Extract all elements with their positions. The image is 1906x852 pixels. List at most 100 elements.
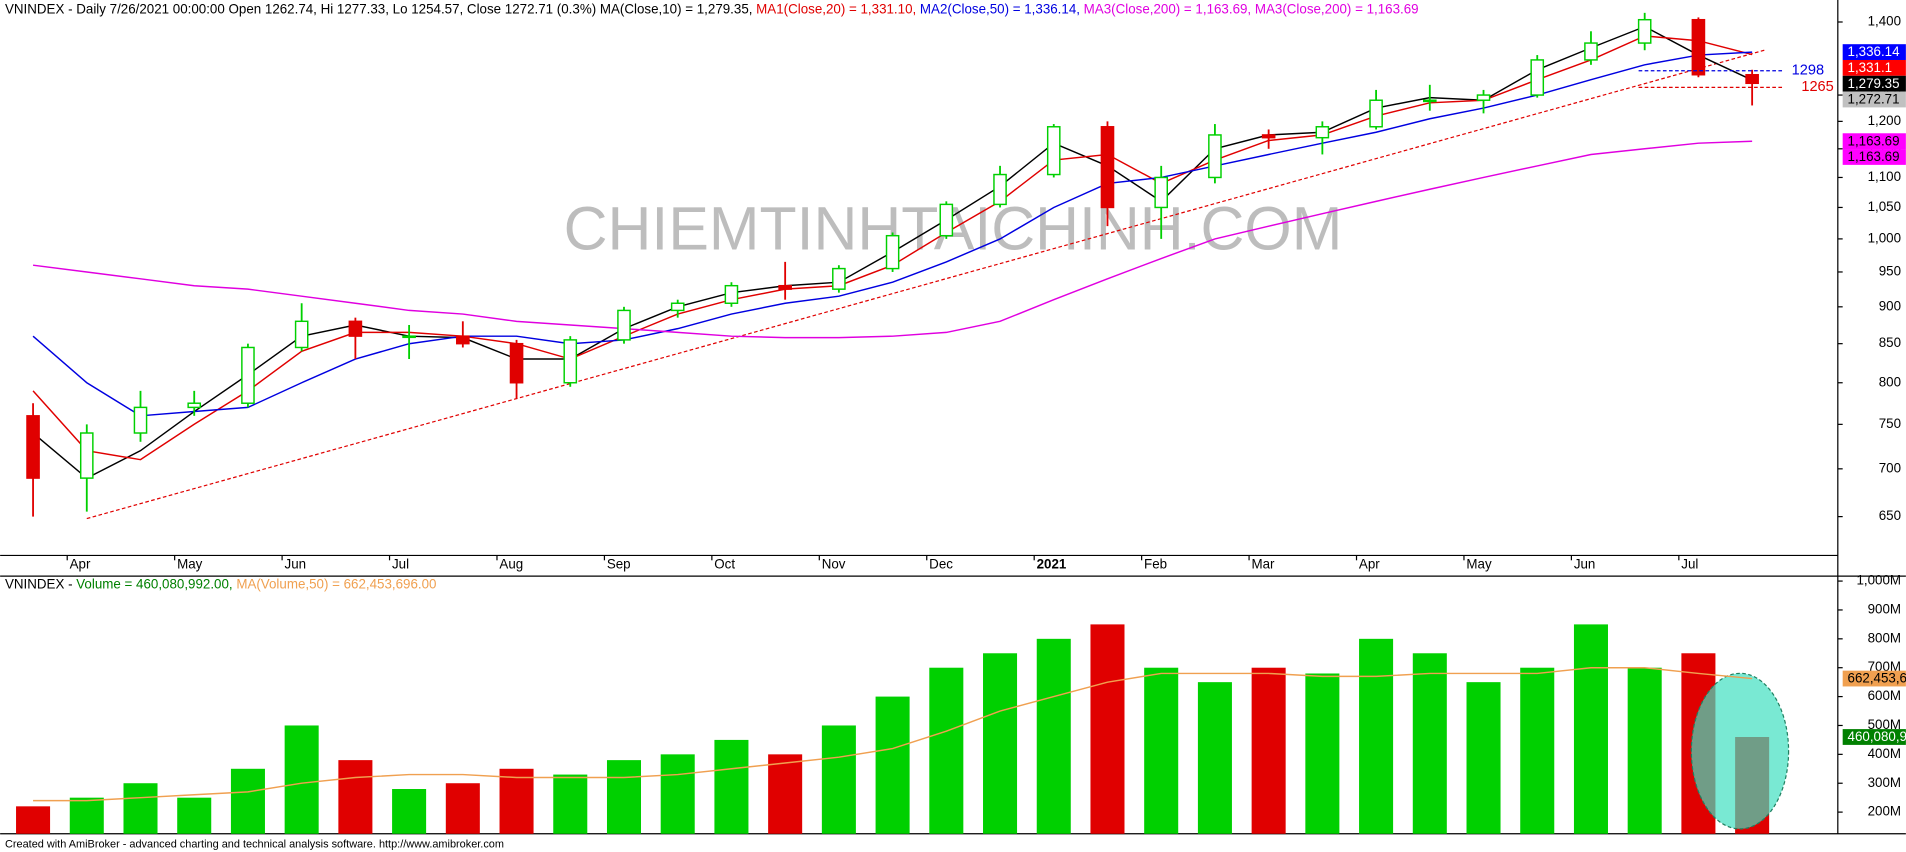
candle-body [241,346,255,404]
price-tag-label: 1,331.1 [1848,60,1893,75]
volume-bar [1144,667,1179,834]
candle-body [885,234,900,270]
title-part: Volume = 460,080,992.00, [76,576,236,591]
price-tag-label: 1,163.69 [1848,133,1900,148]
highlight [1690,672,1790,830]
y-tick-label: 1,000 [1868,230,1901,245]
volume-bar [553,774,588,834]
y-tick-label: 800M [1868,630,1901,645]
candle-body [294,320,309,349]
title-part: MA(Volume,50) = 662,453,696.00 [236,576,436,591]
y-tick-label: 700 [1879,460,1901,475]
candle-body [1315,126,1330,139]
y-tick-label: 700M [1868,659,1901,674]
ma-line [32,140,1753,339]
volume-bar [1627,667,1662,834]
candle-body [1046,126,1061,176]
y-tick-label: 1,400 [1868,14,1901,29]
volume-bar [16,806,51,834]
x-tick-label: Aug [499,557,523,572]
volume-bar [1466,682,1501,834]
volume-bar [606,760,642,834]
x-tick-label: Feb [1144,557,1167,572]
volume-bar [284,725,319,834]
volume-bar [714,739,749,834]
y-tick-label: 950 [1879,263,1901,278]
price-tag [1842,91,1906,108]
volume-bar [1090,624,1125,834]
y-tick-label: 500M [1868,717,1901,732]
candle-body [670,302,685,312]
candle-body [563,339,578,384]
candle-body [79,432,94,479]
candle-body [456,335,470,345]
volume-bar [1251,667,1286,834]
y-tick-label: 300M [1868,775,1901,790]
x-tick-label: May [1466,557,1492,572]
candle-body [939,203,954,237]
price-tag-label: 662,453,6 [1848,671,1906,686]
candle-body [1530,59,1545,96]
y-tick-label: 1,050 [1868,199,1901,214]
volume-bar [1305,673,1340,834]
volume-bar [660,754,695,834]
price-tag [1842,729,1906,745]
price-tag-label: 1,272.71 [1848,92,1900,107]
volume-bar [1520,667,1555,834]
candle-body [1745,74,1759,85]
price-tag [1842,149,1906,165]
y-tick-label: 200M [1868,804,1901,819]
x-tick-label: May [177,557,203,572]
volume-bar [499,768,534,834]
y-tick-label: 900 [1879,298,1901,313]
title-part: MA3(Close,200) = 1,163.69, MA3(Close,200… [1084,1,1419,16]
y-tick-label: 850 [1879,335,1901,350]
candle-body [1691,18,1706,76]
candle-body [1369,99,1383,128]
volume-bar [929,667,964,834]
volume-bar [875,696,910,834]
price-tag-label: 1,163.69 [1848,149,1900,164]
price-tag [1842,670,1906,687]
x-tick-label: Sep [607,557,631,572]
x-tick-label: Jul [392,557,409,572]
price-tag [1842,44,1906,60]
volume-bar [230,768,265,834]
title-part: VNINDEX - [5,576,76,591]
x-tick-label: 2021 [1037,557,1067,572]
x-tick-label: Apr [70,557,91,572]
x-tick-label: Mar [1252,557,1276,572]
candle-body [1422,99,1437,103]
candle-body [1154,176,1169,209]
ma-line [32,51,1753,417]
volume-bar [821,725,856,834]
y-tick-label: 900M [1868,601,1901,616]
candle-body [187,402,202,409]
volume-bar [768,754,803,834]
price-tag-label: 460,080,9 [1848,729,1906,744]
price-tag [1842,133,1906,150]
y-tick-label: 650 [1879,508,1901,523]
x-tick-label: Jun [285,557,307,572]
pane-title: VNINDEX - Daily 7/26/2021 00:00:00 Open … [5,1,1419,16]
price-tag [1842,75,1906,92]
candle-body [1208,134,1222,179]
volume-bar [392,789,427,834]
y-tick-label: 1,200 [1868,113,1901,128]
candle-body [1584,42,1598,61]
volume-bar [1359,638,1394,834]
x-tick-label: Jul [1681,557,1698,572]
footer: Created with AmiBroker - advanced charti… [5,839,504,851]
candle-body [26,415,40,479]
candle-body [724,284,739,304]
y-tick-label: 600M [1868,688,1901,703]
volume-bar [445,783,480,834]
candle-body [402,335,416,339]
level-label: 1265 [1801,79,1833,95]
x-tick-label: Apr [1359,557,1380,572]
candle-body [617,309,631,341]
y-tick-label: 800 [1879,374,1901,389]
price-tag [1842,59,1906,76]
title-part: MA2(Close,50) = 1,336.14, [920,1,1084,16]
